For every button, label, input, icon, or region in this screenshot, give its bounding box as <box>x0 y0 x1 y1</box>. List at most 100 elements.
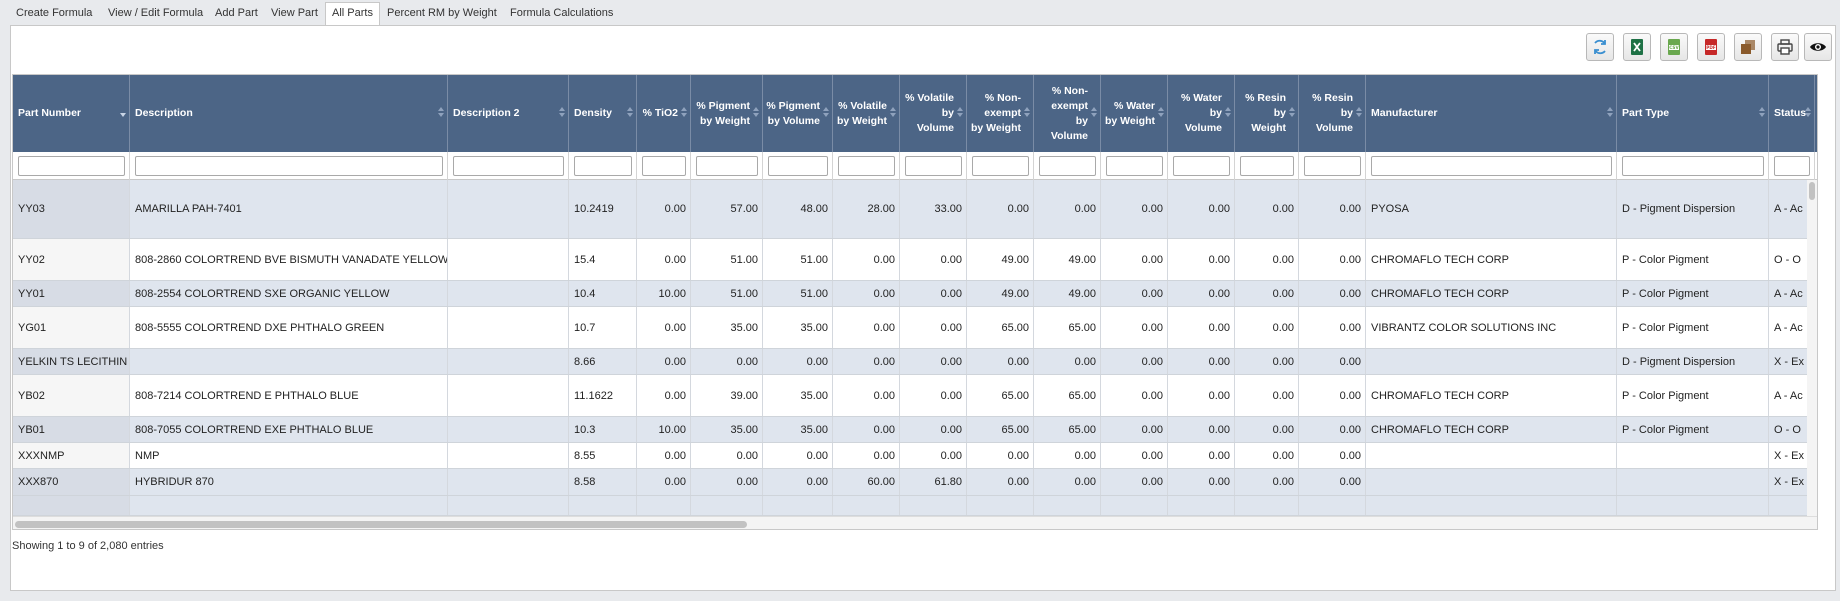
filter-input-vol-v[interactable] <box>905 156 962 176</box>
filter-input-part-number[interactable] <box>18 156 125 176</box>
filter-input-part-type[interactable] <box>1622 156 1764 176</box>
filter-input-resin-v[interactable] <box>1304 156 1361 176</box>
cell-tio2: 0.00 <box>637 443 691 468</box>
sort-icon <box>823 107 829 119</box>
csv-icon: CSV <box>1665 38 1683 56</box>
column-header-part-number[interactable]: Part Number <box>13 75 130 152</box>
column-header-label: % Pigment by Weight <box>696 99 750 127</box>
filter-input-water-w[interactable] <box>1106 156 1163 176</box>
column-header-pig-v[interactable]: % Pigment by Volume <box>763 75 833 152</box>
table-row[interactable]: YG01 808-5555 COLORTREND DXE PHTHALO GREE… <box>13 307 1817 349</box>
vertical-scroll-thumb[interactable] <box>1809 182 1815 200</box>
cell-empty <box>569 496 637 515</box>
column-header-water-v[interactable]: % Water by Volume <box>1168 75 1235 152</box>
cell-resin-v: 0.00 <box>1299 307 1366 348</box>
table-row[interactable]: YY02 808-2860 COLORTREND BVE BISMUTH VANA… <box>13 239 1817 281</box>
cell-pig-v: 51.00 <box>763 239 833 280</box>
column-header-nonex-v[interactable]: % Non-exempt by Volume <box>1034 75 1101 152</box>
column-visibility-button[interactable] <box>1804 33 1832 61</box>
tab-view-part[interactable]: View Part <box>271 7 318 19</box>
filter-input-pig-v[interactable] <box>768 156 828 176</box>
print-button[interactable] <box>1771 33 1799 61</box>
horizontal-scrollbar[interactable] <box>13 516 1817 529</box>
cell-vol-w: 0.00 <box>833 375 900 416</box>
export-excel-button[interactable] <box>1623 33 1651 61</box>
cell-water-v: 0.00 <box>1168 239 1235 280</box>
cell-empty <box>763 496 833 515</box>
filter-input-description2[interactable] <box>453 156 564 176</box>
column-header-label: % Non-exempt by Volume <box>1050 84 1088 142</box>
cell-pig-v: 51.00 <box>763 281 833 306</box>
filter-cell <box>691 152 763 180</box>
tab-add-part[interactable]: Add Part <box>215 7 258 19</box>
cell-description: NMP <box>130 443 448 468</box>
column-header-water-w[interactable]: % Water by Weight <box>1101 75 1168 152</box>
filter-input-nonex-v[interactable] <box>1039 156 1096 176</box>
column-header-label: % Resin by Weight <box>1245 92 1286 134</box>
table-row[interactable]: YY01 808-2554 COLORTREND SXE ORGANIC YELL… <box>13 281 1817 307</box>
horizontal-scroll-thumb[interactable] <box>15 521 747 528</box>
refresh-button[interactable] <box>1586 33 1614 61</box>
cell-water-v: 0.00 <box>1168 180 1235 238</box>
filter-input-density[interactable] <box>574 156 632 176</box>
cell-empty <box>1235 496 1299 515</box>
cell-pig-v: 35.00 <box>763 307 833 348</box>
filter-input-tio2[interactable] <box>642 156 686 176</box>
filter-input-pig-w[interactable] <box>696 156 758 176</box>
cell-description: 808-7055 COLORTREND EXE PHTHALO BLUE <box>130 417 448 442</box>
table-row[interactable]: YB02 808-7214 COLORTREND E PHTHALO BLUE 11… <box>13 375 1817 417</box>
filter-input-vol-w[interactable] <box>838 156 895 176</box>
column-header-label: Description <box>135 107 193 119</box>
column-header-tio2[interactable]: % TiO2 <box>637 75 691 152</box>
sort-icon <box>1158 107 1164 119</box>
cell-empty <box>1617 496 1769 515</box>
table-row[interactable]: XXX870 HYBRIDUR 870 8.58 0.00 0.00 0.00 60.00 6… <box>13 469 1817 496</box>
column-header-nonex-w[interactable]: % Non-exempt by Weight <box>967 75 1034 152</box>
column-header-pig-w[interactable]: % Pigment by Weight <box>691 75 763 152</box>
sort-icon <box>1091 107 1097 119</box>
cell-pig-v: 0.00 <box>763 349 833 374</box>
cell-pig-w: 51.00 <box>691 239 763 280</box>
tab-create-formula[interactable]: Create Formula <box>16 7 93 19</box>
copy-button[interactable] <box>1734 33 1762 61</box>
excel-icon <box>1628 38 1646 56</box>
column-header-vol-w[interactable]: % Volatile by Weight <box>833 75 900 152</box>
table-row[interactable]: YELKIN TS LECITHIN 8.66 0.00 0.00 0.00 0.00 0.… <box>13 349 1817 375</box>
column-header-resin-w[interactable]: % Resin by Weight <box>1235 75 1299 152</box>
column-header-manufacturer[interactable]: Manufacturer <box>1366 75 1617 152</box>
tab-formula-calculations[interactable]: Formula Calculations <box>510 7 614 19</box>
filter-cell <box>1101 152 1168 180</box>
table-row[interactable] <box>13 496 1817 516</box>
sort-icon <box>120 107 126 119</box>
cell-pig-v: 35.00 <box>763 417 833 442</box>
tab-percent-rm-by-weight[interactable]: Percent RM by Weight <box>387 7 497 19</box>
filter-input-manufacturer[interactable] <box>1371 156 1612 176</box>
filter-input-status[interactable] <box>1774 156 1810 176</box>
export-csv-button[interactable]: CSV <box>1660 33 1688 61</box>
filter-input-nonex-w[interactable] <box>972 156 1029 176</box>
table-row[interactable]: YB01 808-7055 COLORTREND EXE PHTHALO BLUE… <box>13 417 1817 443</box>
filter-input-description[interactable] <box>135 156 443 176</box>
column-header-resin-v[interactable]: % Resin by Volume <box>1299 75 1366 152</box>
cell-empty <box>637 496 691 515</box>
table-row[interactable]: YY03 AMARILLA PAH-7401 10.2419 0.00 57.00 48.… <box>13 180 1817 239</box>
column-header-status[interactable]: Status <box>1769 75 1815 152</box>
tab-all-parts[interactable]: All Parts <box>325 2 380 26</box>
column-header-description[interactable]: Description <box>130 75 448 152</box>
column-header-part-type[interactable]: Part Type <box>1617 75 1769 152</box>
tab-view-edit-formula[interactable]: View / Edit Formula <box>108 7 204 19</box>
eye-icon <box>1809 38 1827 56</box>
column-header-density[interactable]: Density <box>569 75 637 152</box>
vertical-scrollbar[interactable] <box>1807 180 1817 516</box>
column-header-description2[interactable]: Description 2 <box>448 75 569 152</box>
cell-resin-w: 0.00 <box>1235 443 1299 468</box>
table-row[interactable]: XXXNMP NMP 8.55 0.00 0.00 0.00 0.00 0.00 0.00 0.0… <box>13 443 1817 469</box>
column-header-vol-v[interactable]: % Volatile by Volume <box>900 75 967 152</box>
filter-input-resin-w[interactable] <box>1240 156 1294 176</box>
filter-input-water-v[interactable] <box>1173 156 1230 176</box>
column-filter-row <box>13 152 1817 180</box>
export-pdf-button[interactable]: PDF <box>1697 33 1725 61</box>
sort-icon <box>753 107 759 119</box>
cell-pig-w: 51.00 <box>691 281 763 306</box>
cell-part-type: P - Color Pigment <box>1617 307 1769 348</box>
